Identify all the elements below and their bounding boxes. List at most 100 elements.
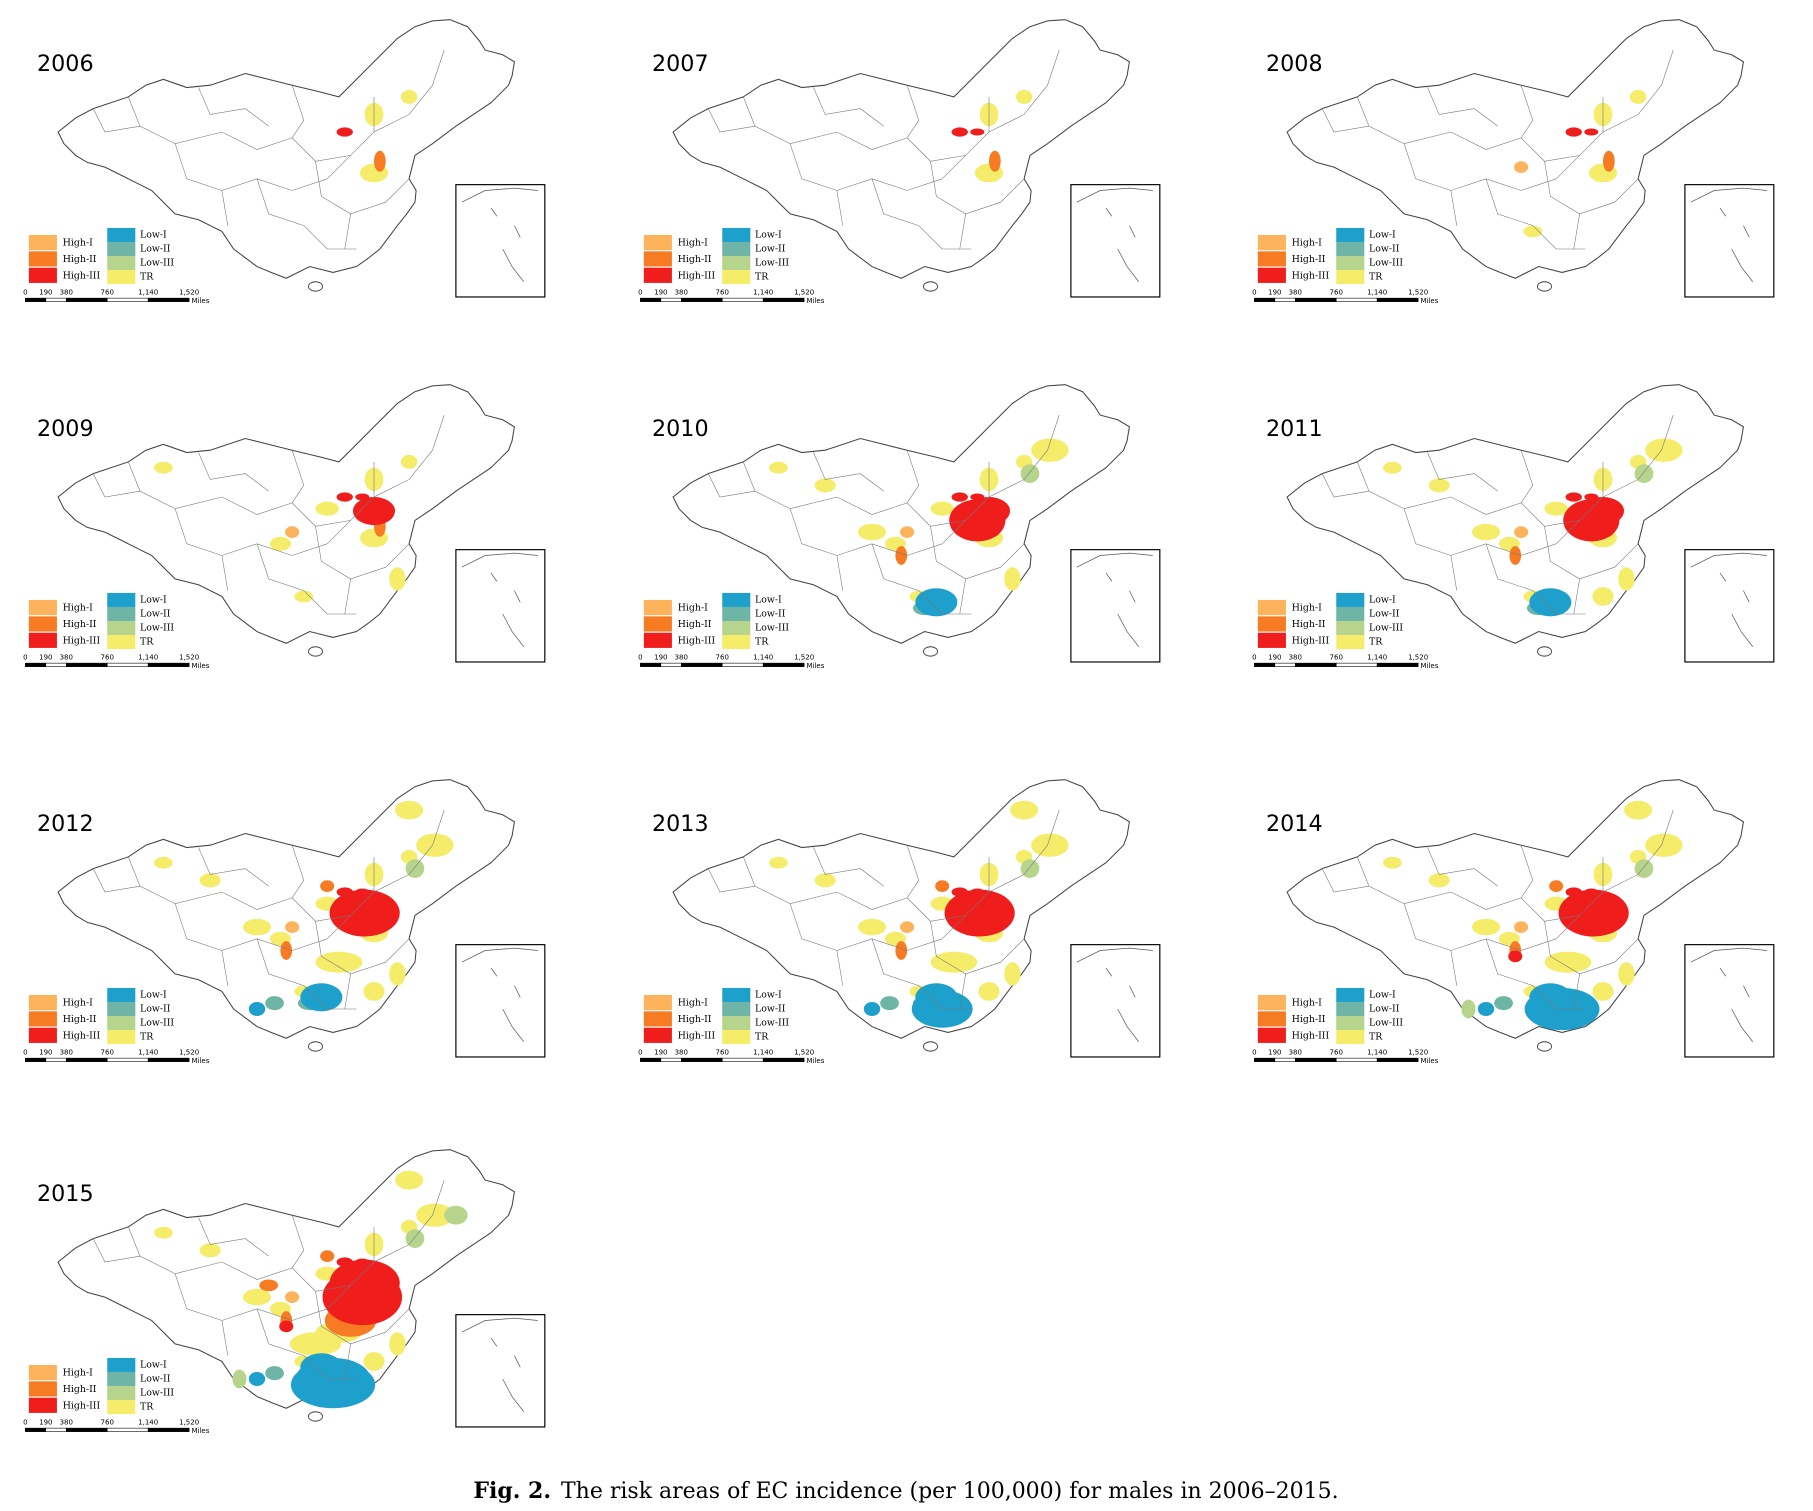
inset-frame: [1070, 944, 1161, 1058]
risk-area: [285, 1291, 300, 1303]
scale-label: 1,520: [794, 653, 814, 662]
scale-label: 0: [638, 288, 642, 297]
risk-area: [322, 1269, 403, 1326]
risk-area: [1584, 128, 1599, 136]
island: [1537, 281, 1552, 292]
scale-segment: [25, 297, 47, 302]
scale-label: 1,520: [179, 1418, 199, 1427]
scale-segment: [762, 297, 805, 302]
risk-area: [285, 921, 300, 933]
legend-swatch: [1257, 1011, 1286, 1027]
scale-segment: [660, 662, 682, 667]
inset-coast: [461, 947, 538, 1042]
legend-label: High-III: [63, 1030, 101, 1041]
legend-label: TR: [140, 1032, 154, 1043]
scale-label: 0: [1252, 288, 1256, 297]
risk-area: [1618, 962, 1635, 986]
year-label: 2009: [37, 416, 94, 442]
legend-label: Low-III: [140, 1018, 174, 1029]
province-border: [92, 1238, 351, 1310]
scale-label: 1,140: [1367, 1048, 1387, 1057]
inset-frame: [1684, 944, 1775, 1058]
year-label: 2008: [1266, 51, 1323, 77]
legend-swatch: [1257, 616, 1286, 632]
year-label: 2012: [37, 811, 94, 837]
province-border: [1403, 508, 1557, 556]
island: [923, 1041, 938, 1052]
province-border: [1450, 50, 1674, 226]
province-border: [813, 847, 966, 1010]
scale-label: 0: [1252, 653, 1256, 662]
legend-label: High-III: [678, 270, 716, 281]
province-border: [174, 508, 328, 556]
province-border: [1485, 543, 1586, 615]
scale-label: 190: [654, 1048, 667, 1057]
risk-area: [416, 1203, 454, 1227]
risk-area: [269, 536, 291, 551]
legend-swatch: [1336, 592, 1365, 607]
risk-area: [1592, 587, 1614, 606]
island: [308, 281, 323, 292]
risk-area: [389, 1332, 406, 1356]
scale-segment: [762, 1057, 805, 1062]
risk-area: [1544, 501, 1568, 516]
legend-swatch: [722, 621, 751, 636]
legend-swatch: [1336, 621, 1365, 636]
scale-segment: [147, 297, 190, 302]
inset-coast: [461, 1317, 538, 1412]
risk-area: [951, 492, 968, 502]
scale-label: 760: [101, 653, 114, 662]
scale-label: 380: [60, 1048, 73, 1057]
province-border: [1357, 96, 1522, 150]
risk-area: [405, 1229, 425, 1248]
scale-segment: [1274, 297, 1296, 302]
legend-swatch: [28, 251, 57, 267]
legend-swatch: [107, 635, 136, 650]
legend-label: Low-I: [140, 1359, 167, 1370]
legend-swatch: [28, 616, 57, 632]
legend-label: High-I: [63, 603, 93, 614]
legend-label: High-I: [63, 238, 93, 249]
legend-label: Low-II: [140, 1004, 171, 1015]
legend-swatch: [107, 592, 136, 607]
legend-swatch: [1336, 987, 1365, 1002]
scale-segment: [25, 1427, 47, 1432]
risk-area: [389, 962, 406, 986]
scale-label: 190: [654, 288, 667, 297]
province-border: [256, 1308, 357, 1380]
scale-segment: [640, 297, 662, 302]
risk-area: [395, 800, 424, 820]
legend-label: High-II: [678, 619, 712, 630]
legend-swatch: [643, 1011, 672, 1027]
risk-area: [1565, 492, 1582, 502]
risk-area: [154, 461, 173, 474]
legend-label: Low-I: [755, 989, 782, 1000]
legend-swatch: [1257, 251, 1286, 267]
inset-coast: [1690, 552, 1767, 647]
scale-unit: Miles: [191, 296, 209, 305]
inset-coast: [1076, 187, 1153, 282]
scale-segment: [65, 297, 108, 302]
legend-swatch: [1257, 632, 1286, 648]
legend-swatch: [107, 270, 136, 285]
legend-label: TR: [755, 637, 769, 648]
scale-label: 380: [675, 653, 688, 662]
legend-swatch: [107, 1400, 136, 1415]
map-panel: 2014 High-I High-II High-III Low-I Low-II Low-…: [1252, 779, 1775, 1065]
province-border: [743, 461, 908, 515]
risk-area: [1603, 150, 1615, 172]
province-border: [1427, 847, 1580, 1010]
scale-segment: [640, 1057, 662, 1062]
risk-area: [265, 996, 284, 1011]
risk-area: [930, 501, 954, 516]
risk-area: [1634, 464, 1654, 483]
scale-segment: [1294, 297, 1337, 302]
risk-area: [1471, 523, 1501, 541]
scale-label: 1,520: [794, 1048, 814, 1057]
risk-area: [363, 982, 385, 1001]
scale-label: 760: [716, 653, 729, 662]
legend-label: High-III: [1292, 1030, 1330, 1041]
risk-area: [1629, 89, 1647, 104]
island: [923, 281, 938, 292]
province-border: [256, 543, 357, 615]
